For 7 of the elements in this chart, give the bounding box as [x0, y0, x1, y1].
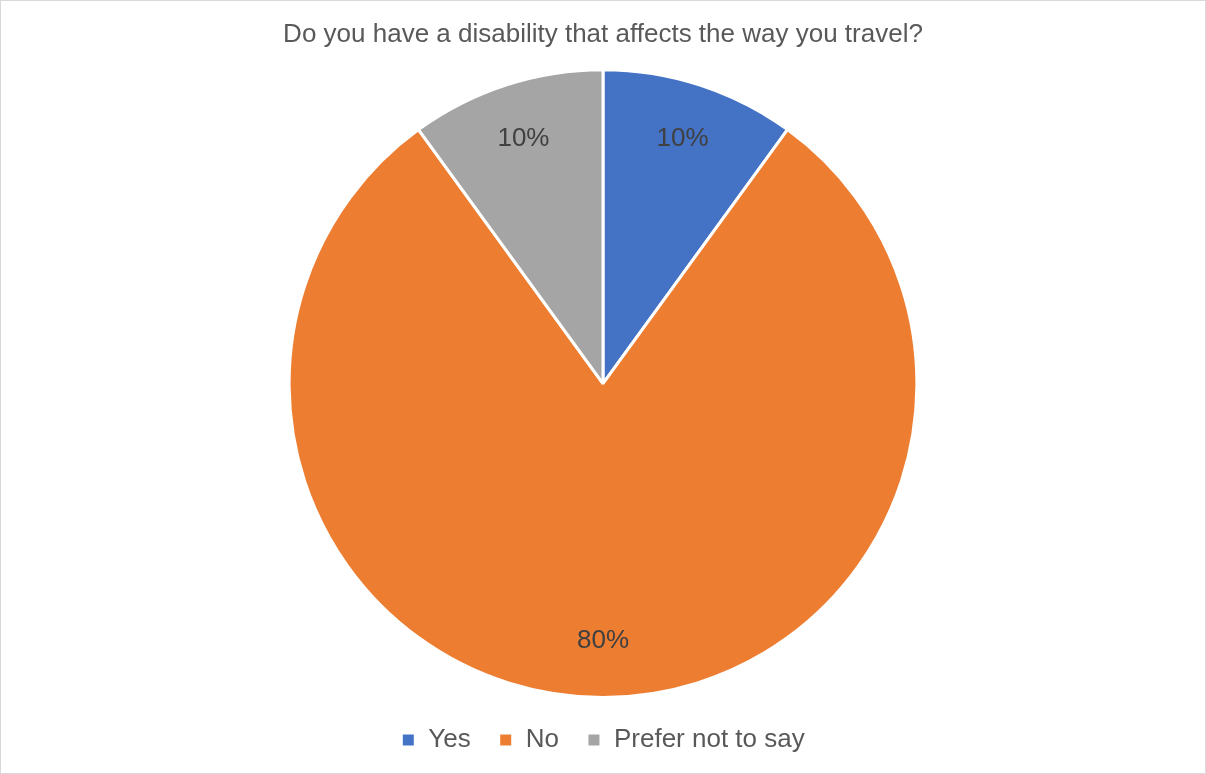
legend-label: No [525, 723, 559, 754]
legend-label: Prefer not to say [613, 723, 805, 754]
data-label: 80% [576, 624, 630, 655]
chart-title: Do you have a disability that affects the way you travel? [283, 17, 923, 48]
data-label: 10% [656, 121, 709, 152]
legend-label: Yes [428, 723, 471, 754]
data-label: 10% [497, 121, 550, 152]
